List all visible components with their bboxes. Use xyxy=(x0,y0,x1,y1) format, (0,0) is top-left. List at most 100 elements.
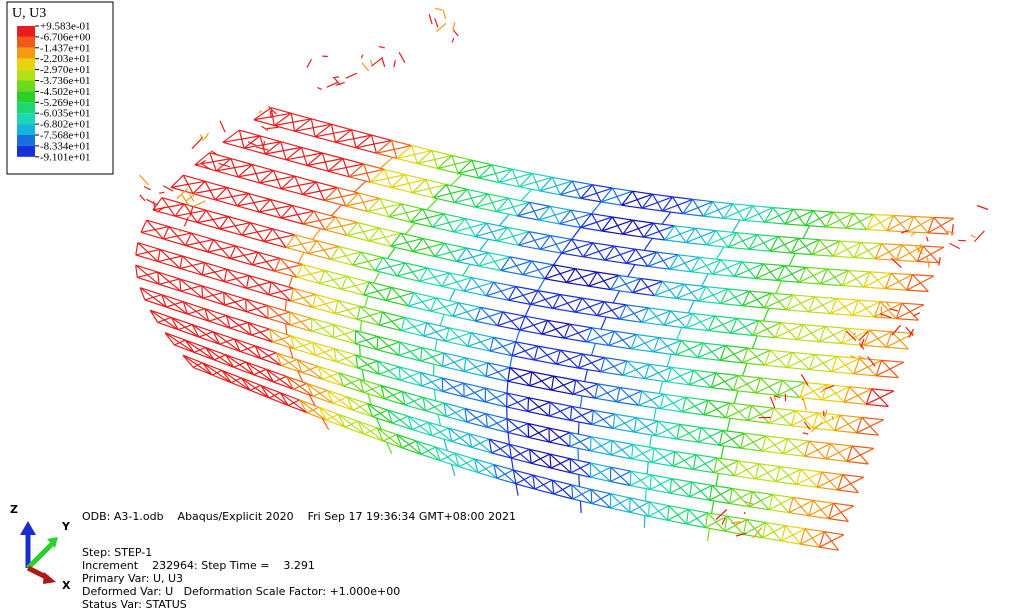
mesh-fragment xyxy=(370,60,372,64)
mesh-member xyxy=(657,252,678,255)
mesh-member xyxy=(274,376,287,382)
mesh-member xyxy=(756,393,778,395)
mesh-member xyxy=(793,209,813,211)
mesh-member xyxy=(788,439,810,442)
mesh-member xyxy=(728,247,749,249)
mesh-member xyxy=(867,216,894,230)
mesh-member xyxy=(264,235,295,242)
mesh-member xyxy=(612,217,633,220)
mesh-member xyxy=(422,378,443,386)
mesh-member xyxy=(765,222,786,224)
mesh-fragment xyxy=(201,163,211,169)
mesh-fragment xyxy=(361,55,363,58)
mesh-member xyxy=(560,224,581,228)
mesh-fragment xyxy=(371,58,383,67)
mesh-member xyxy=(324,200,346,206)
legend-band xyxy=(17,70,35,81)
mesh-member xyxy=(673,197,693,200)
mesh-member xyxy=(535,480,552,489)
mesh-member xyxy=(854,258,875,259)
mesh-member xyxy=(775,338,797,340)
mesh-member xyxy=(411,214,444,222)
mesh-member xyxy=(837,357,859,359)
mesh-member xyxy=(265,154,286,160)
mesh-member xyxy=(650,479,671,490)
mesh-member xyxy=(914,217,934,218)
mesh-member xyxy=(803,325,825,327)
mesh-member xyxy=(738,376,760,378)
mesh-member xyxy=(611,471,631,481)
mesh-member xyxy=(741,436,766,448)
mesh-member xyxy=(652,448,654,463)
mesh-member xyxy=(575,269,597,272)
mesh-member xyxy=(499,183,519,187)
mesh-member xyxy=(342,276,348,289)
mesh-member xyxy=(467,189,488,194)
legend-band xyxy=(17,37,35,48)
mesh-member xyxy=(512,169,532,173)
mesh-beam xyxy=(435,339,437,351)
mesh-member xyxy=(763,526,786,538)
mesh-beam xyxy=(667,354,671,366)
mesh-member xyxy=(623,234,644,237)
mesh-member xyxy=(276,353,297,360)
mesh-member xyxy=(698,430,723,442)
mesh-member xyxy=(719,430,722,445)
mesh-member xyxy=(833,256,854,257)
mesh-beam xyxy=(374,272,380,283)
legend-title: U, U3 xyxy=(12,6,46,21)
mesh-member xyxy=(691,272,713,274)
mesh-member xyxy=(703,216,723,218)
mesh-member xyxy=(682,397,686,412)
mesh-member xyxy=(260,183,282,189)
mesh-fragment xyxy=(974,231,984,242)
mesh-member xyxy=(512,342,516,356)
mesh-member xyxy=(540,239,572,249)
mesh-member xyxy=(324,193,358,200)
mesh-member xyxy=(248,323,270,330)
mesh-member xyxy=(710,485,712,500)
x-arrow xyxy=(43,572,56,584)
mesh-member xyxy=(645,367,672,378)
mesh-beam xyxy=(480,239,489,251)
mesh-member xyxy=(545,279,567,283)
mesh-member xyxy=(251,329,269,335)
mesh-member xyxy=(530,449,532,463)
mesh-member xyxy=(136,243,138,255)
mesh-member xyxy=(208,246,236,252)
mesh-member xyxy=(530,372,532,386)
mesh-beam xyxy=(789,253,795,266)
mesh-member xyxy=(611,441,612,455)
mesh-member xyxy=(908,232,929,233)
mesh-member xyxy=(853,213,873,214)
mesh-member xyxy=(785,224,805,226)
mesh-member xyxy=(773,495,793,498)
mesh-member xyxy=(528,402,550,412)
mesh-member xyxy=(781,323,803,325)
mesh-member xyxy=(611,498,630,508)
mesh-member xyxy=(793,295,815,297)
mesh-member xyxy=(763,264,784,266)
mesh-beam xyxy=(388,247,396,258)
mesh-fragment xyxy=(803,399,806,410)
mesh-member xyxy=(275,258,281,271)
mesh-member xyxy=(720,360,742,363)
mesh-member xyxy=(281,360,297,366)
mesh-member xyxy=(734,276,756,278)
mesh-member xyxy=(412,146,432,151)
mesh-member xyxy=(730,489,733,504)
mesh-member xyxy=(297,265,303,278)
mesh-member xyxy=(313,294,316,307)
mesh-member xyxy=(372,135,392,140)
mesh-member xyxy=(573,384,598,394)
mesh-member xyxy=(699,289,728,301)
mesh-member xyxy=(319,276,347,283)
mesh-member xyxy=(400,373,420,381)
mesh-member xyxy=(486,414,487,428)
mesh-member xyxy=(454,203,475,208)
mesh-member xyxy=(923,246,944,247)
mesh-member xyxy=(180,256,182,268)
mesh-member xyxy=(238,177,260,183)
mesh-member xyxy=(633,293,655,296)
mesh-member xyxy=(247,282,272,288)
